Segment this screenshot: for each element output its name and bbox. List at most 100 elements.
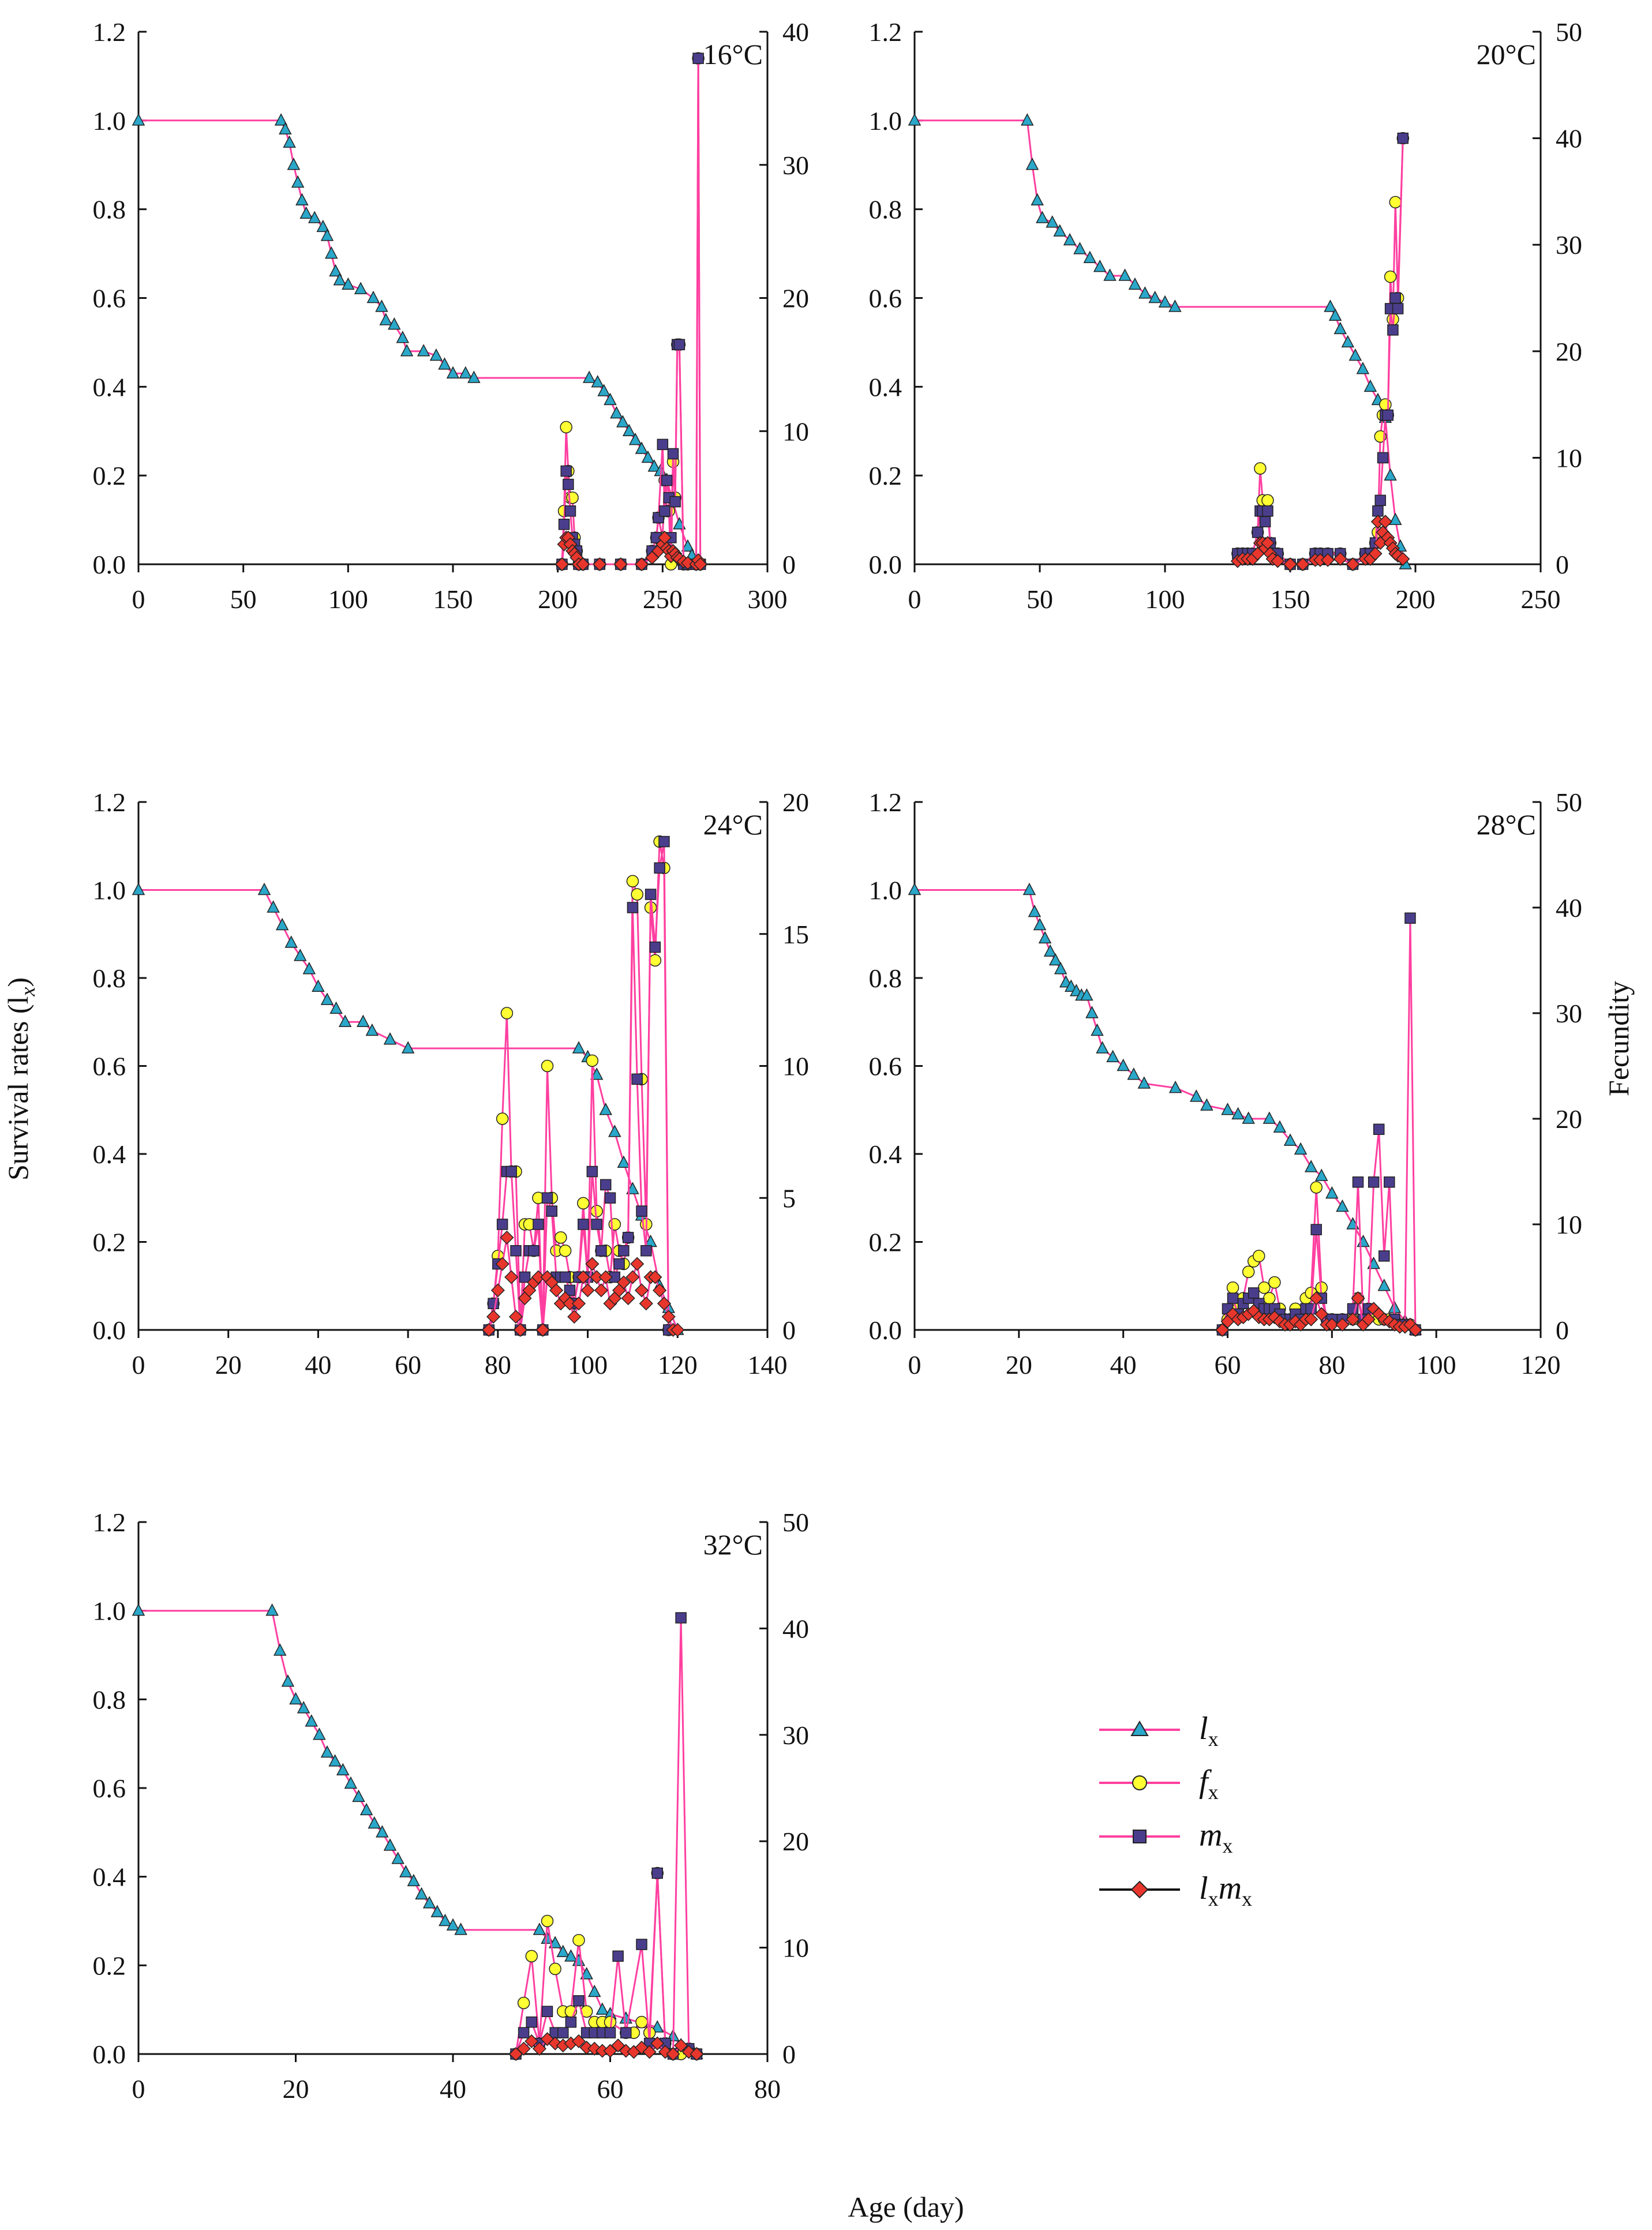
x-tick-label: 40 bbox=[305, 1350, 331, 1380]
series-line-mx bbox=[561, 58, 702, 565]
data-point-lx bbox=[1294, 1142, 1308, 1155]
data-point-mx bbox=[673, 339, 685, 351]
x-tick-label: 80 bbox=[1318, 1350, 1345, 1380]
data-point-lx bbox=[1038, 931, 1052, 944]
series-fx bbox=[556, 52, 707, 571]
data-point-lxmx bbox=[495, 1257, 510, 1271]
data-point-lx bbox=[1389, 512, 1402, 525]
data-point-lx bbox=[1054, 962, 1067, 975]
data-point-mx bbox=[612, 1950, 624, 1962]
data-point-lx bbox=[297, 1701, 310, 1714]
data-point-lx bbox=[1363, 379, 1377, 392]
data-point-lx bbox=[1336, 1199, 1349, 1212]
data-point-lxmx bbox=[1335, 1317, 1350, 1332]
data-point-mx bbox=[622, 1232, 634, 1243]
data-point-lx bbox=[295, 193, 309, 206]
chart-panel-1: 0.0 0.2 0.4 0.6 0.8 1.0 1.2 0 10 20 30 40 0 50 100 150 2… bbox=[93, 17, 810, 614]
x-tick-label: 0 bbox=[132, 584, 145, 614]
data-point-lxmx bbox=[1368, 546, 1383, 561]
data-point-lx bbox=[681, 539, 695, 552]
data-point-lx bbox=[383, 1838, 397, 1851]
data-point-mx bbox=[600, 1179, 612, 1191]
y-tick-label: 1.0 bbox=[869, 876, 902, 905]
x-tick-label: 20 bbox=[1006, 1350, 1032, 1380]
y-axis-title-sub: x bbox=[16, 987, 39, 997]
data-point-fx bbox=[1389, 196, 1402, 209]
data-point-lx bbox=[274, 1643, 287, 1656]
data-point-lx bbox=[1128, 277, 1142, 290]
data-point-lx bbox=[308, 211, 321, 223]
data-point-mx bbox=[1384, 1176, 1395, 1188]
data-point-mx bbox=[1392, 303, 1404, 314]
data-point-lx bbox=[1377, 1279, 1391, 1291]
y-axis-title-tail: ) bbox=[2, 977, 34, 987]
data-point-lx bbox=[1022, 882, 1036, 895]
data-point-lx bbox=[1138, 286, 1152, 299]
series-mx bbox=[510, 1612, 703, 2060]
data-point-lx bbox=[1328, 308, 1342, 321]
legend-label-lx: lx bbox=[1199, 1711, 1219, 1751]
data-point-lxmx bbox=[648, 1270, 662, 1284]
legend-item-mx: mx bbox=[1099, 1817, 1233, 1857]
data-point-lxmx bbox=[1314, 1307, 1329, 1321]
y-tick-label: 0.6 bbox=[93, 1774, 126, 1803]
data-point-lxmx bbox=[535, 1322, 550, 1337]
legend-square-marker bbox=[1133, 1830, 1147, 1843]
y2-tick-label: 50 bbox=[1556, 788, 1582, 817]
data-point-fx bbox=[1254, 462, 1267, 475]
data-point-lx bbox=[1273, 1120, 1287, 1133]
data-point-mx bbox=[667, 448, 679, 460]
data-point-lx bbox=[376, 1825, 389, 1838]
y2-tick-label: 40 bbox=[1556, 893, 1582, 923]
y-tick-label: 0.2 bbox=[93, 461, 126, 490]
data-point-lx bbox=[1053, 224, 1066, 237]
data-point-lx bbox=[257, 882, 271, 895]
data-point-fx bbox=[549, 1962, 561, 1976]
data-point-lx bbox=[320, 992, 334, 1005]
y-tick-label: 0.6 bbox=[93, 1052, 126, 1081]
data-point-fx bbox=[541, 1059, 554, 1073]
y-tick-label: 0.0 bbox=[93, 1315, 126, 1345]
data-point-lx bbox=[336, 1763, 350, 1776]
data-point-fx bbox=[1253, 1250, 1265, 1262]
data-point-fx bbox=[626, 875, 639, 887]
data-point-mx bbox=[658, 835, 670, 848]
y-tick-label: 0.6 bbox=[869, 1052, 902, 1081]
y2-tick-label: 20 bbox=[782, 788, 809, 817]
x-tick-label: 100 bbox=[328, 584, 368, 614]
data-point-lxmx bbox=[567, 1310, 582, 1324]
y-tick-label: 0.4 bbox=[93, 1862, 126, 1892]
series-line-lx bbox=[915, 119, 1407, 565]
data-point-mx bbox=[654, 862, 665, 874]
y-tick-label: 0.8 bbox=[93, 964, 126, 993]
data-point-mx bbox=[528, 1245, 540, 1257]
data-point-lxmx bbox=[661, 1310, 676, 1324]
data-point-fx bbox=[1226, 1281, 1239, 1294]
data-point-fx bbox=[517, 1996, 530, 2010]
x-tick-label: 150 bbox=[1271, 584, 1310, 614]
series-lxmx bbox=[508, 2032, 704, 2062]
data-point-lxmx bbox=[594, 1283, 608, 1298]
data-point-lx bbox=[338, 1014, 352, 1027]
y-axis-title-right: Fecundity bbox=[1602, 981, 1635, 1096]
y-tick-label: 1.2 bbox=[93, 17, 126, 47]
x-tick-label: 60 bbox=[395, 1350, 421, 1380]
x-tick-label: 20 bbox=[215, 1350, 242, 1380]
data-point-mx bbox=[661, 474, 673, 486]
x-tick-label: 120 bbox=[658, 1350, 698, 1380]
data-point-lx bbox=[1263, 1111, 1276, 1124]
y2-tick-label: 10 bbox=[1556, 1210, 1582, 1239]
chart-panel-4: 0.0 0.2 0.4 0.6 0.8 1.0 1.2 0 10 20 30 40 50 0 20 40 60 8… bbox=[869, 788, 1583, 1380]
data-point-lx bbox=[454, 1922, 467, 1935]
x-tick-label: 100 bbox=[1417, 1350, 1456, 1380]
legend-label-mx: mx bbox=[1199, 1817, 1233, 1857]
data-point-mx bbox=[518, 2027, 530, 2038]
series-lx bbox=[132, 1603, 703, 2059]
x-tick-label: 150 bbox=[433, 584, 473, 614]
y2-tick-label: 40 bbox=[782, 17, 809, 47]
legend-item-lxmx: lxmx bbox=[1099, 1871, 1252, 1910]
data-point-fx bbox=[631, 888, 643, 901]
data-point-mx bbox=[1374, 494, 1386, 506]
y2-tick-label: 30 bbox=[1556, 999, 1582, 1028]
data-point-lxmx bbox=[1346, 557, 1360, 572]
